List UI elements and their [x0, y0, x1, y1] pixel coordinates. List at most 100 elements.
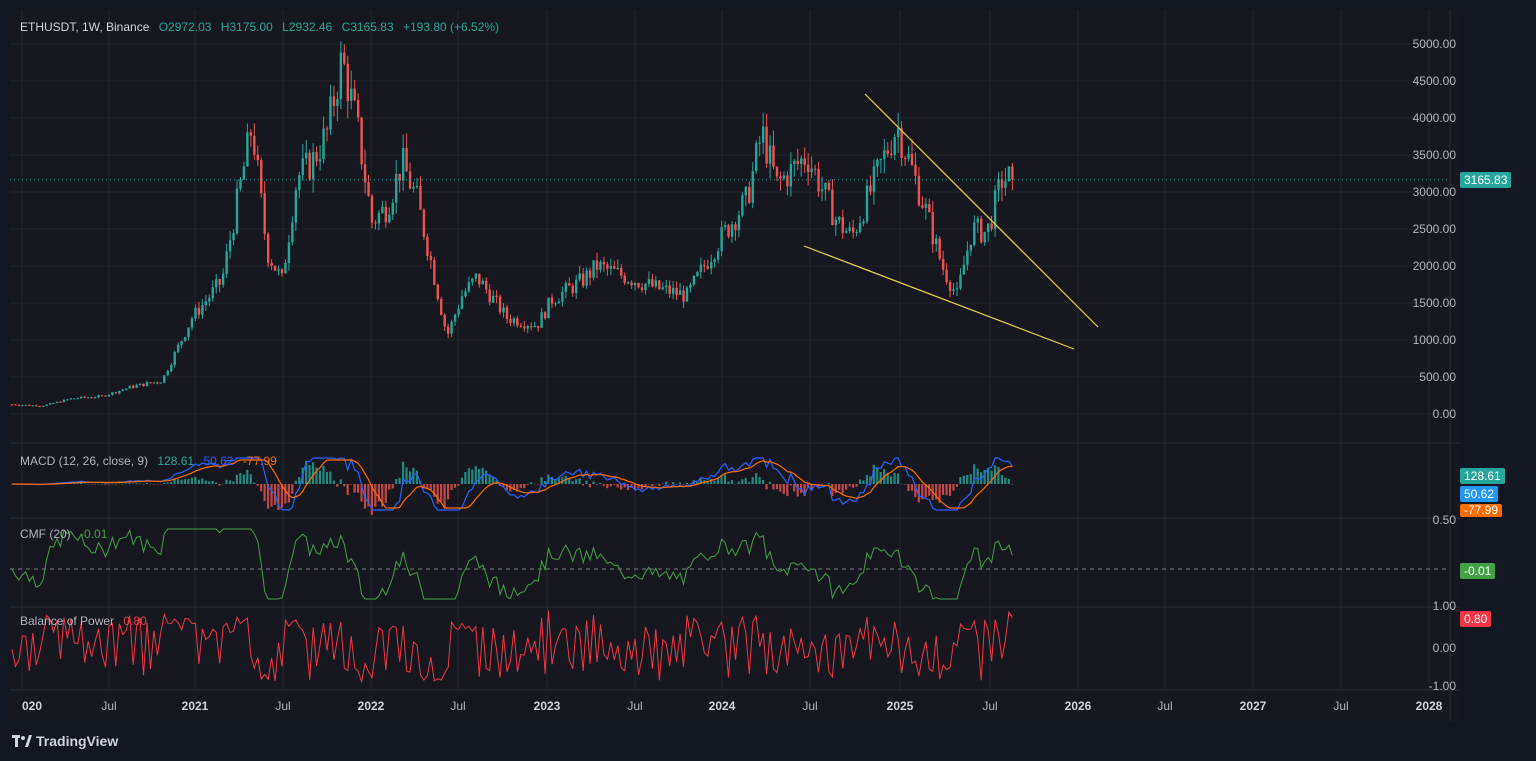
candle-body	[986, 223, 990, 232]
candle-body	[703, 264, 706, 267]
candle-body	[235, 188, 239, 234]
candle-body	[519, 325, 523, 327]
macd-histogram-bar	[260, 484, 263, 492]
price-tick-label: 2500.00	[1413, 222, 1457, 236]
chart-frame[interactable]: 5000.00 4500.00 4000.00 3500.00 3000.00 2500.…	[10, 10, 1460, 721]
candle-body	[616, 268, 619, 270]
macd-histogram-bar	[471, 469, 474, 484]
bop-legend[interactable]: Balance of Power 0.80	[20, 614, 153, 628]
symbol-name[interactable]: ETHUSDT, 1W, Binance	[20, 20, 150, 34]
macd-histogram-bar	[256, 484, 259, 486]
macd-histogram-bar	[280, 484, 283, 508]
candle-body	[789, 163, 793, 187]
macd-histogram-bar	[737, 481, 740, 484]
macd-histogram-bar	[111, 483, 114, 485]
candle-body	[1007, 166, 1011, 182]
candle-body	[941, 258, 945, 270]
macd-histogram-bar	[440, 484, 443, 502]
macd-histogram-bar	[526, 484, 529, 485]
macd-legend[interactable]: MACD (12, 26, close, 9) 128.61 50.62 -77…	[20, 454, 283, 468]
candle-body	[457, 308, 460, 315]
macd-badge-signal: -77.99	[1460, 504, 1503, 517]
macd-histogram-bar	[671, 482, 675, 484]
candle-body	[363, 164, 367, 183]
macd-histogram-bar	[824, 484, 827, 485]
candle-body	[723, 225, 727, 228]
candle-body	[228, 240, 232, 252]
macd-histogram-bar	[550, 476, 553, 484]
candle-body	[841, 217, 844, 233]
macd-histogram-bar	[187, 478, 190, 484]
tradingview-logo[interactable]: TradingView	[12, 733, 118, 749]
candle-body	[176, 344, 180, 353]
candle-body	[571, 285, 574, 294]
macd-histogram-bar	[841, 484, 844, 494]
macd-histogram-bar	[370, 484, 373, 515]
macd-histogram-bar	[367, 484, 370, 507]
candle-body	[170, 364, 173, 372]
tradingview-icon	[12, 735, 32, 747]
macd-histogram-bar	[838, 484, 841, 491]
candle-body	[360, 117, 363, 165]
macd-histogram-bar	[581, 484, 585, 486]
candle-body	[474, 273, 478, 279]
macd-histogram-bar	[997, 466, 1000, 484]
candle-body	[59, 401, 62, 403]
candle-body	[568, 283, 571, 286]
candle-body	[592, 260, 595, 278]
price-tick-label: 3500.00	[1413, 148, 1457, 162]
macd-histogram-bar	[848, 484, 851, 487]
candle-body	[575, 279, 578, 294]
candle-body	[900, 128, 903, 159]
macd-histogram-bar	[121, 483, 124, 485]
macd-histogram-bar	[398, 477, 401, 484]
candle-body	[623, 275, 626, 284]
macd-histogram-bar	[907, 484, 910, 492]
bop-axis-label: -1.00	[1429, 679, 1457, 693]
chart-canvas[interactable]: 5000.00 4500.00 4000.00 3500.00 3000.00 2500.…	[10, 10, 1460, 721]
macd-histogram-bar	[658, 484, 661, 486]
macd-histogram-bar	[962, 475, 965, 484]
time-tick-label: Jul	[450, 699, 465, 713]
macd-histogram-bar	[858, 479, 862, 484]
macd-histogram-bar	[381, 484, 384, 507]
price-tick-label: 1000.00	[1413, 333, 1457, 347]
candle-body	[547, 297, 550, 319]
candle-body	[955, 288, 959, 290]
candle-body	[35, 405, 38, 407]
candle-body	[329, 96, 332, 130]
candle-body	[429, 255, 433, 261]
macd-histogram-bar	[955, 484, 958, 487]
candle-body	[80, 396, 83, 399]
macd-histogram-bar	[93, 484, 97, 485]
candle-body	[997, 179, 1000, 191]
time-tick-label: 2024	[709, 699, 736, 713]
candle-body	[17, 404, 21, 406]
cmf-legend[interactable]: CMF (20) -0.01	[20, 527, 113, 541]
macd-histogram-bar	[633, 484, 637, 491]
macd-histogram-bar	[772, 484, 775, 490]
candle-body	[118, 390, 121, 394]
macd-histogram-bar	[761, 480, 765, 484]
candle-body	[114, 392, 118, 394]
candle-body	[190, 318, 194, 328]
macd-signal-line	[12, 459, 1013, 509]
candle-body	[502, 307, 505, 313]
macd-histogram-bar	[616, 484, 619, 488]
candle-body	[779, 176, 782, 179]
symbol-header: ETHUSDT, 1W, Binance O2972.03 H3175.00 L…	[20, 20, 505, 34]
time-tick-label: 2027	[1240, 699, 1267, 713]
macd-histogram-bar	[661, 483, 664, 485]
candle-body	[135, 385, 138, 388]
bop-label: Balance of Power	[20, 614, 115, 628]
macd-histogram-bar	[408, 471, 412, 484]
macd-histogram-bar	[436, 484, 439, 504]
macd-histogram-bar	[789, 484, 792, 486]
candle-body	[851, 227, 855, 233]
candle-body	[865, 185, 869, 222]
macd-histogram-bar	[924, 484, 927, 498]
candle-body	[585, 270, 588, 286]
macd-histogram-bar	[145, 482, 148, 484]
macd-histogram-bar	[100, 483, 103, 485]
candle-body	[377, 212, 381, 224]
